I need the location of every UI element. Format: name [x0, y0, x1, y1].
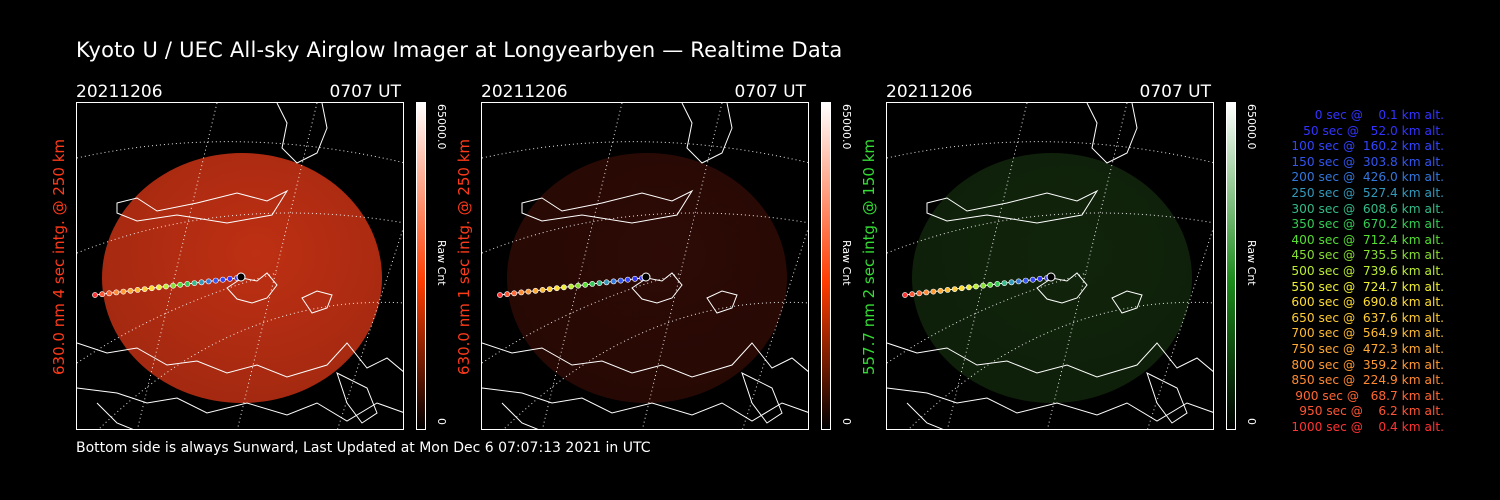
- colorbar-max-label: 65000.0: [435, 104, 448, 150]
- colorbar: [821, 102, 831, 430]
- colorbar-min-label: 0: [435, 418, 448, 425]
- colorbar-min-label: 0: [840, 418, 853, 425]
- panel-date: 20211206: [886, 82, 973, 102]
- legend-row: 850 sec @ 224.9 km alt.: [1291, 373, 1444, 388]
- legend-row: 200 sec @ 426.0 km alt.: [1291, 170, 1444, 185]
- legend-row: 450 sec @ 735.5 km alt.: [1291, 248, 1444, 263]
- colorbar-max-label: 65000.0: [840, 104, 853, 150]
- footer-note: Bottom side is always Sunward, Last Upda…: [76, 440, 651, 456]
- legend-row: 0 sec @ 0.1 km alt.: [1314, 108, 1444, 122]
- panel-wavelength-label: 630.0 nm 1 sec intg. @ 250 km: [455, 138, 473, 376]
- imager-panel-2: 20211206 0707 UT 630.0 nm 1 sec intg. @ …: [455, 80, 881, 440]
- colorbar: [1226, 102, 1236, 430]
- colorbar: [416, 102, 426, 430]
- colorbar-unit-label: Raw Cnt: [840, 240, 853, 286]
- legend-row: 1000 sec @ 0.4 km alt.: [1291, 419, 1444, 434]
- imager-panel-1: 20211206 0707 UT 630.0 nm 4 sec intg. @ …: [50, 80, 476, 440]
- colorbar-unit-label: Raw Cnt: [1245, 240, 1258, 286]
- legend-row: 950 sec @ 6.2 km alt.: [1299, 404, 1444, 419]
- legend-row: 350 sec @ 670.2 km alt.: [1291, 217, 1444, 232]
- legend-row: 400 sec @ 712.4 km alt.: [1291, 232, 1444, 247]
- legend-row: 500 sec @ 739.6 km alt.: [1291, 263, 1444, 278]
- allsky-image: [76, 102, 404, 430]
- panel-date: 20211206: [76, 82, 163, 102]
- legend-row: 600 sec @ 690.8 km alt.: [1291, 295, 1444, 310]
- page-title: Kyoto U / UEC All-sky Airglow Imager at …: [76, 38, 843, 62]
- legend-row: 300 sec @ 608.6 km alt.: [1291, 201, 1444, 216]
- legend-row: 650 sec @ 637.6 km alt.: [1291, 310, 1444, 325]
- allsky-image: [886, 102, 1214, 430]
- colorbar-unit-label: Raw Cnt: [435, 240, 448, 286]
- panel-time: 0707 UT: [734, 82, 807, 102]
- legend-row: 900 sec @ 68.7 km alt.: [1295, 388, 1444, 403]
- legend-row: 100 sec @ 160.2 km alt.: [1291, 139, 1444, 154]
- imager-panel-3: 20211206 0707 UT 557.7 nm 2 sec intg. @ …: [860, 80, 1286, 440]
- legend-row: 700 sec @ 564.9 km alt.: [1291, 326, 1444, 341]
- legend-row: 750 sec @ 472.3 km alt.: [1291, 341, 1444, 356]
- trajectory-legend: 0 sec @ 0.1 km alt. 50 sec @ 52.0 km alt.…: [1258, 108, 1444, 435]
- colorbar-min-label: 0: [1245, 418, 1258, 425]
- legend-row: 50 sec @ 52.0 km alt.: [1303, 123, 1444, 138]
- panel-wavelength-label: 557.7 nm 2 sec intg. @ 150 km: [860, 138, 878, 376]
- legend-row: 150 sec @ 303.8 km alt.: [1291, 154, 1444, 169]
- panel-time: 0707 UT: [1139, 82, 1212, 102]
- legend-row: 800 sec @ 359.2 km alt.: [1291, 357, 1444, 372]
- panel-date: 20211206: [481, 82, 568, 102]
- allsky-image: [481, 102, 809, 430]
- legend-row: 250 sec @ 527.4 km alt.: [1291, 185, 1444, 200]
- panel-time: 0707 UT: [329, 82, 402, 102]
- legend-row: 550 sec @ 724.7 km alt.: [1291, 279, 1444, 294]
- panel-wavelength-label: 630.0 nm 4 sec intg. @ 250 km: [50, 138, 68, 376]
- colorbar-max-label: 65000.0: [1245, 104, 1258, 150]
